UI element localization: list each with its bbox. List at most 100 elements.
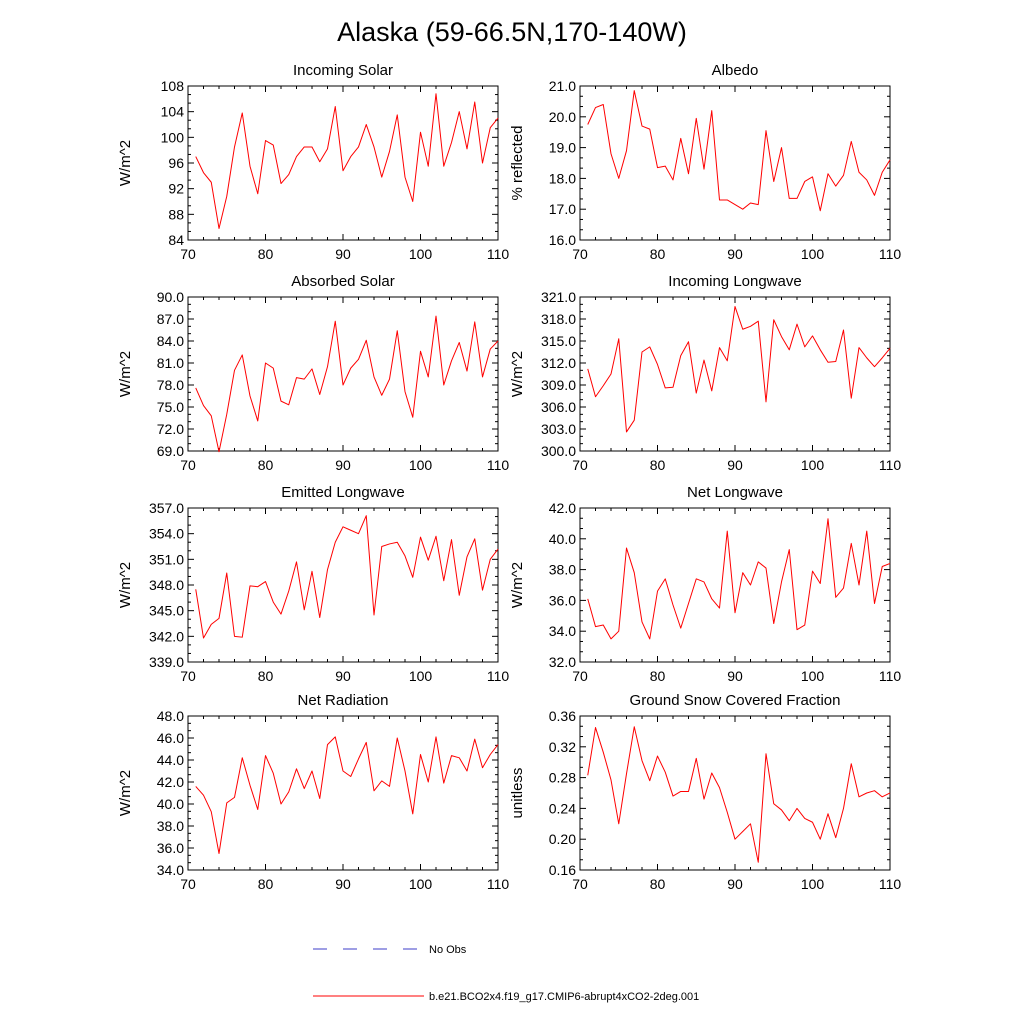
y-tick-label: 75.0 bbox=[157, 399, 184, 415]
legend-label-no-obs: No Obs bbox=[429, 944, 467, 956]
panel-absorbed-solar: Absorbed Solar W/m^2 70 80 90 100 110 69.0 72.0 7… bbox=[117, 273, 509, 473]
series-line bbox=[587, 518, 891, 640]
x-tick-label: 110 bbox=[879, 876, 902, 892]
y-tick-label: 42.0 bbox=[549, 500, 576, 516]
panel-title: Albedo bbox=[712, 62, 759, 79]
plot-frame bbox=[187, 507, 499, 663]
y-tick-label: 34.0 bbox=[157, 862, 184, 878]
x-tick-label: 70 bbox=[180, 876, 196, 892]
y-tick-label: 92 bbox=[168, 181, 184, 197]
panel-ground-snow-covered-fraction: Ground Snow Covered Fraction unitless 70 80… bbox=[509, 692, 901, 892]
y-tick-label: 312.0 bbox=[541, 355, 576, 371]
series-line bbox=[195, 515, 499, 639]
x-tick-label: 70 bbox=[572, 246, 588, 262]
x-tick-label: 90 bbox=[727, 668, 743, 684]
y-tick-label: 81.0 bbox=[157, 355, 184, 371]
y-tick-label: 34.0 bbox=[549, 623, 576, 639]
x-tick-label: 90 bbox=[335, 246, 351, 262]
plot-frame bbox=[187, 715, 499, 871]
series-line bbox=[587, 726, 891, 863]
x-tick-label: 70 bbox=[572, 457, 588, 473]
y-axis-label: W/m^2 bbox=[509, 351, 526, 397]
y-tick-label: 342.0 bbox=[149, 628, 184, 644]
x-tick-label: 70 bbox=[572, 876, 588, 892]
panel-title: Incoming Longwave bbox=[668, 273, 801, 290]
x-tick-label: 110 bbox=[879, 668, 902, 684]
y-tick-label: 0.36 bbox=[549, 708, 576, 724]
plot-frame bbox=[187, 85, 499, 241]
y-tick-label: 354.0 bbox=[149, 526, 184, 542]
y-tick-label: 357.0 bbox=[149, 500, 184, 516]
y-tick-label: 339.0 bbox=[149, 654, 184, 670]
y-tick-label: 48.0 bbox=[157, 708, 184, 724]
y-tick-label: 96 bbox=[168, 155, 184, 171]
y-tick-label: 40.0 bbox=[549, 531, 576, 547]
panel-title: Incoming Solar bbox=[293, 62, 393, 79]
x-tick-label: 100 bbox=[801, 457, 825, 473]
x-tick-label: 90 bbox=[727, 246, 743, 262]
y-tick-label: 16.0 bbox=[549, 232, 576, 248]
y-tick-label: 348.0 bbox=[149, 577, 184, 593]
y-tick-label: 318.0 bbox=[541, 311, 576, 327]
series-line bbox=[587, 306, 891, 433]
y-tick-label: 90.0 bbox=[157, 289, 184, 305]
y-tick-label: 321.0 bbox=[541, 289, 576, 305]
x-tick-label: 90 bbox=[335, 457, 351, 473]
panel-title: Net Longwave bbox=[687, 484, 783, 501]
panel-title: Emitted Longwave bbox=[281, 484, 404, 501]
x-tick-label: 110 bbox=[879, 457, 902, 473]
x-tick-label: 80 bbox=[650, 457, 666, 473]
y-tick-label: 21.0 bbox=[549, 78, 576, 94]
y-tick-label: 38.0 bbox=[549, 562, 576, 578]
panel-title: Net Radiation bbox=[298, 692, 389, 709]
plot-frame bbox=[579, 85, 891, 241]
series-line bbox=[587, 90, 891, 212]
legend: No Obs b.e21.BCO2x4.f19_g17.CMIP6-abrupt… bbox=[313, 944, 699, 1003]
y-tick-label: 18.0 bbox=[549, 170, 576, 186]
y-tick-label: 42.0 bbox=[157, 774, 184, 790]
legend-label-model: b.e21.BCO2x4.f19_g17.CMIP6-abrupt4xCO2-2… bbox=[429, 991, 699, 1003]
y-tick-label: 351.0 bbox=[149, 551, 184, 567]
y-tick-label: 36.0 bbox=[549, 592, 576, 608]
x-tick-label: 100 bbox=[409, 457, 433, 473]
y-tick-label: 0.24 bbox=[549, 800, 576, 816]
panel-net-radiation: Net Radiation W/m^2 70 80 90 100 110 34.0 36.0 38… bbox=[117, 692, 509, 892]
x-tick-label: 100 bbox=[409, 668, 433, 684]
y-tick-label: 84 bbox=[168, 232, 184, 248]
x-tick-label: 80 bbox=[650, 876, 666, 892]
plot-frame bbox=[579, 715, 891, 871]
y-axis-label: W/m^2 bbox=[117, 140, 134, 186]
y-tick-label: 20.0 bbox=[549, 109, 576, 125]
y-axis-label: unitless bbox=[509, 768, 526, 819]
y-tick-label: 69.0 bbox=[157, 443, 184, 459]
x-tick-label: 90 bbox=[335, 876, 351, 892]
panel-title: Absorbed Solar bbox=[291, 273, 394, 290]
x-tick-label: 80 bbox=[650, 246, 666, 262]
x-tick-label: 70 bbox=[180, 246, 196, 262]
x-tick-label: 80 bbox=[258, 246, 274, 262]
y-tick-label: 87.0 bbox=[157, 311, 184, 327]
y-tick-label: 100 bbox=[161, 129, 185, 145]
x-tick-label: 110 bbox=[879, 246, 902, 262]
x-tick-label: 110 bbox=[487, 457, 510, 473]
y-tick-label: 36.0 bbox=[157, 840, 184, 856]
panel-net-longwave: Net Longwave W/m^2 70 80 90 100 110 32.0 34.0 36.… bbox=[509, 484, 901, 684]
y-tick-label: 0.16 bbox=[549, 862, 576, 878]
x-tick-label: 100 bbox=[801, 668, 825, 684]
x-tick-label: 80 bbox=[258, 876, 274, 892]
y-tick-label: 309.0 bbox=[541, 377, 576, 393]
x-tick-label: 90 bbox=[335, 668, 351, 684]
panel-title: Ground Snow Covered Fraction bbox=[630, 692, 841, 709]
y-axis-label: % reflected bbox=[509, 125, 526, 200]
y-tick-label: 72.0 bbox=[157, 421, 184, 437]
x-tick-label: 70 bbox=[180, 457, 196, 473]
x-tick-label: 70 bbox=[572, 668, 588, 684]
x-tick-label: 100 bbox=[801, 246, 825, 262]
y-tick-label: 40.0 bbox=[157, 796, 184, 812]
series-line bbox=[195, 736, 499, 854]
plot-frame bbox=[187, 296, 499, 452]
y-axis-label: W/m^2 bbox=[509, 562, 526, 608]
plot-frame bbox=[579, 507, 891, 663]
series-line bbox=[195, 93, 499, 229]
y-tick-label: 84.0 bbox=[157, 333, 184, 349]
